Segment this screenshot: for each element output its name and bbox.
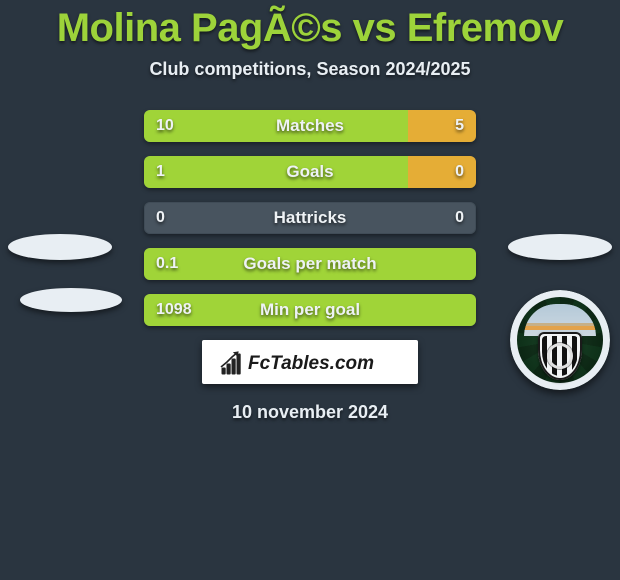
stat-label: Goals per match [144,248,476,280]
stats-block: 10Matches51Goals00Hattricks00.1Goals per… [0,110,620,326]
stat-row: 0Hattricks0 [144,202,476,234]
page-title: Molina PagÃ©s vs Efremov [0,6,620,51]
stat-label: Matches [144,110,476,142]
left-oval [8,234,112,260]
badge-ring [547,343,573,369]
stat-row: 1Goals0 [144,156,476,188]
stats-rows: 10Matches51Goals00Hattricks00.1Goals per… [144,110,476,326]
badge-shield [538,332,582,380]
fctables-logo: FcTables.com [220,348,400,376]
footer-date: 10 november 2024 [0,402,620,423]
page-subtitle: Club competitions, Season 2024/2025 [0,59,620,80]
stat-label: Goals [144,156,476,188]
attribution-badge: FcTables.com [202,340,418,384]
value-right: 5 [455,110,464,142]
club-badge [510,290,610,390]
right-oval [508,234,612,260]
value-right: 0 [455,202,464,234]
stat-row: 10Matches5 [144,110,476,142]
stat-label: Hattricks [144,202,476,234]
stat-label: Min per goal [144,294,476,326]
left-oval [20,288,122,312]
stat-row: 0.1Goals per match [144,248,476,280]
value-right: 0 [455,156,464,188]
stat-row: 1098Min per goal [144,294,476,326]
attribution-text: FcTables.com [248,353,374,374]
